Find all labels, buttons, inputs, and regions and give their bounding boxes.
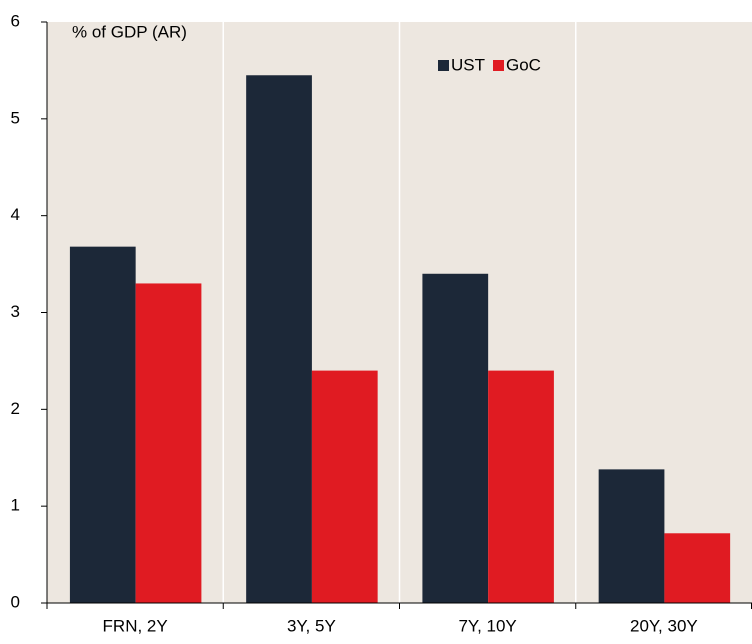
- x-tick-label: FRN, 2Y: [103, 616, 168, 635]
- bar: [311, 370, 378, 603]
- bar: [69, 246, 136, 604]
- y-tick-label: 1: [11, 496, 20, 515]
- y-tick-label: 5: [11, 108, 20, 127]
- bar: [488, 370, 554, 603]
- x-tick-label: 3Y, 5Y: [287, 616, 336, 635]
- bar: [135, 283, 202, 603]
- y-tick-label: 0: [11, 592, 20, 611]
- legend-label: UST: [451, 55, 485, 74]
- x-tick-label: 20Y, 30Y: [630, 616, 698, 635]
- bar: [422, 273, 489, 603]
- x-tick-label: 7Y, 10Y: [458, 616, 516, 635]
- y-tick-label: 6: [11, 11, 20, 30]
- y-tick-label: 3: [11, 302, 20, 321]
- legend-swatch: [493, 60, 504, 71]
- y-tick-label: 2: [11, 399, 20, 418]
- bar: [664, 533, 731, 603]
- bar: [246, 75, 312, 604]
- legend-swatch: [438, 60, 449, 71]
- bar: [598, 469, 665, 603]
- y-axis-label: % of GDP (AR): [72, 22, 187, 41]
- y-tick-label: 4: [11, 205, 20, 224]
- legend-label: GoC: [506, 55, 541, 74]
